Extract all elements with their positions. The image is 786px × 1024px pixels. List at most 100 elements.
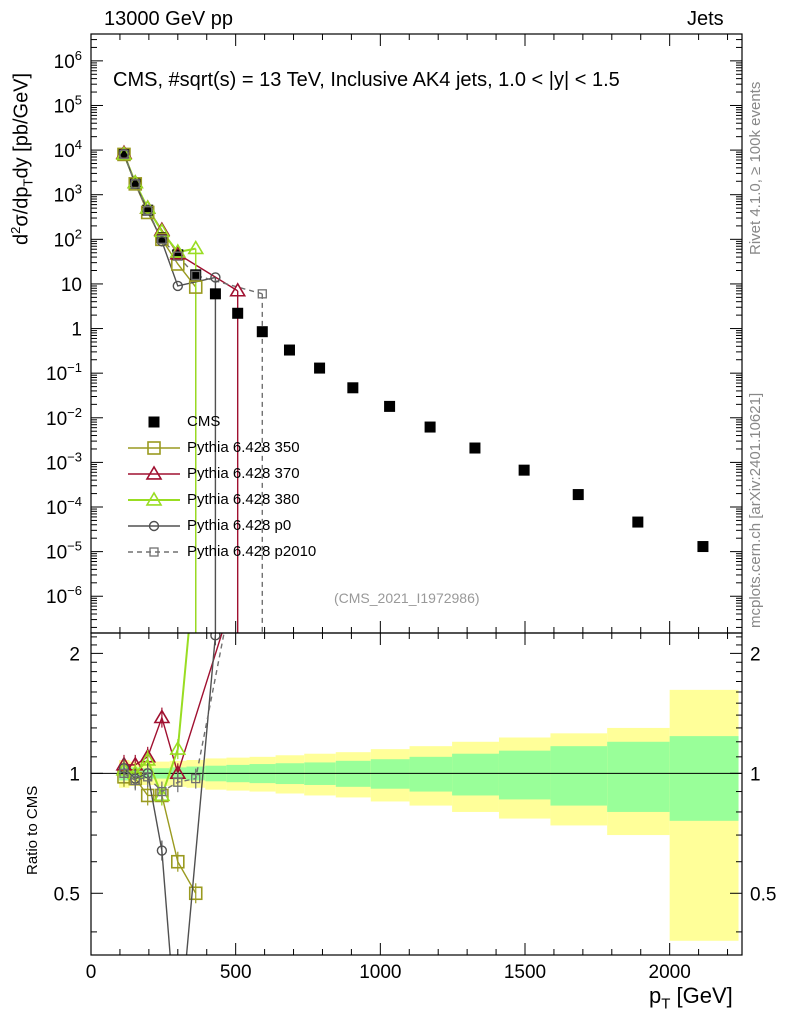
ratio-line-p350: [123, 776, 197, 894]
data-point-cms: [118, 148, 130, 160]
ratio-line-p370: [123, 633, 223, 776]
data-point-p0: [172, 280, 184, 292]
series-line-p350: [123, 154, 197, 288]
legend-label-p0: Pythia 6.428 p0: [187, 517, 292, 534]
x-axis-label: pT [GeV]: [649, 983, 733, 1013]
ratio-point-p350: [188, 886, 203, 901]
analysis-id: (CMS_2021_I1972986): [334, 590, 480, 606]
chart-title: CMS, #sqrt(s) = 13 TeV, Inclusive AK4 je…: [113, 69, 620, 91]
ratio-point-p350: [140, 788, 155, 803]
data-point-cms: [572, 489, 584, 501]
data-point-p370: [229, 282, 247, 297]
ratio-point-p2010: [119, 768, 129, 778]
series-line-p0: [123, 153, 216, 287]
data-point-p350: [171, 257, 185, 271]
ratio-y-tick-label: 2: [69, 644, 80, 665]
ratio-band-inner: [550, 746, 608, 806]
ratio-y-tick-label: 0.5: [54, 884, 80, 905]
ratio-line-p2010: [123, 633, 225, 793]
ratio-point-p2010: [130, 775, 140, 786]
data-point-cms: [632, 516, 644, 528]
legend-label-p370: Pythia 6.428 370: [187, 465, 300, 482]
ratio-point-p2010: [191, 773, 201, 784]
data-point-cms: [424, 421, 436, 433]
data-point-cms: [347, 382, 359, 394]
data-point-cms: [469, 442, 481, 454]
data-point-cms: [256, 326, 268, 338]
ratio-point-p0: [156, 845, 168, 856]
ratio-point-p370: [153, 709, 171, 724]
data-point-cms: [697, 541, 709, 553]
data-point-p380: [169, 243, 187, 258]
data-point-p2010: [173, 251, 183, 261]
data-point-p2010: [191, 270, 201, 281]
ratio-bands: [119, 689, 739, 941]
data-point-p2010: [119, 149, 129, 160]
legend-marker-p370: [145, 465, 163, 480]
ratio-frame: [90, 632, 743, 956]
y-tick-label: 106: [54, 48, 82, 73]
main-series: [115, 144, 709, 633]
legend-marker-p380: [145, 491, 163, 506]
data-point-p2010: [157, 234, 167, 244]
rivet-version-note: Rivet 4.1.0, ≥ 100k events: [747, 81, 764, 255]
header-left: 13000 GeV pp: [104, 8, 233, 30]
y-tick-label: 10−3: [46, 449, 82, 474]
ratio-series: [115, 633, 225, 955]
ratio-band-inner: [498, 750, 551, 800]
data-point-cms: [172, 249, 184, 261]
mcplots-note: mcplots.cern.ch [arXiv:2401.10621]: [747, 392, 764, 628]
x-tick-label: 1000: [359, 962, 401, 983]
y-tick-label: 10−6: [46, 583, 82, 608]
ratio-band-inner: [370, 759, 410, 789]
x-tick-label: 500: [220, 962, 252, 983]
data-point-p380: [187, 240, 205, 255]
y-tick-label: 10: [61, 275, 82, 296]
data-point-cms: [142, 204, 154, 216]
data-point-p2010: [143, 205, 153, 216]
ratio-y-tick-label-right: 2: [750, 644, 761, 665]
legend-label-p2010: Pythia 6.428 p2010: [187, 543, 317, 560]
y-tick-label: 104: [54, 137, 82, 162]
y-tick-label: 105: [54, 92, 82, 117]
data-point-p2010: [130, 179, 140, 189]
x-tick-label: 1500: [504, 962, 546, 983]
data-point-cms: [314, 362, 326, 374]
x-tick-label: 2000: [649, 962, 691, 983]
legend-label-p350: Pythia 6.428 350: [187, 439, 300, 456]
legend-marker-p0: [148, 520, 160, 532]
ratio-y-tick-label: 1: [69, 764, 80, 785]
legend-marker-p350: [147, 441, 161, 455]
legend-label-p380: Pythia 6.428 380: [187, 491, 300, 508]
ratio-point-p2010: [157, 786, 167, 797]
legend-marker-p2010: [149, 547, 159, 557]
ratio-point-p0: [210, 633, 221, 641]
y-tick-label: 1: [71, 320, 82, 341]
data-point-p350: [188, 280, 203, 294]
ratio-point-p2010: [173, 777, 183, 787]
data-point-cms: [232, 307, 244, 319]
ratio-y-axis-label: Ratio to CMS: [24, 785, 41, 875]
legend-marker-cms: [148, 416, 160, 428]
data-point-cms: [209, 288, 221, 300]
data-point-cms: [518, 464, 530, 476]
data-point-p0: [210, 272, 221, 283]
ratio-band-inner: [669, 736, 739, 821]
ratio-band-inner: [607, 741, 670, 812]
y-tick-label: 10−5: [46, 539, 82, 564]
ratio-line-p380: [123, 633, 190, 799]
y-tick-label: 10−1: [46, 360, 82, 385]
y-tick-label: 10−4: [46, 494, 82, 519]
y-tick-label: 10−2: [46, 405, 82, 430]
y-tick-label: 103: [54, 182, 82, 207]
ratio-point-p2010: [143, 772, 153, 782]
ratio-y-tick-label-right: 0.5: [750, 884, 776, 905]
x-tick-label: 0: [86, 962, 97, 983]
data-point-cms: [283, 344, 295, 356]
ratio-y-tick-label-right: 1: [750, 764, 761, 785]
data-point-cms: [190, 269, 202, 281]
data-point-p2010: [257, 289, 267, 299]
y-tick-label: 102: [54, 226, 82, 251]
y-axis-label: d2σ/dpTdy [pb/GeV]: [8, 72, 36, 245]
